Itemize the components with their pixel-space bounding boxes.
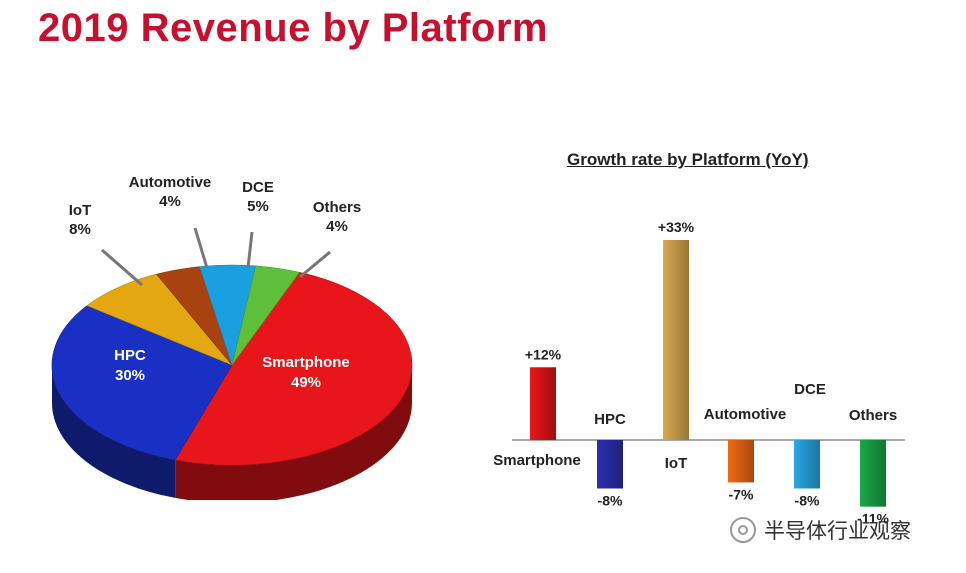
bar-value-iot: +33%	[658, 219, 695, 235]
bar-value-dce: -8%	[795, 492, 820, 508]
bar-category-others: Others	[849, 407, 897, 424]
pie-slice-hpc	[51, 305, 233, 461]
bar-smartphone	[530, 367, 556, 440]
pie-label-others: Others	[313, 199, 361, 216]
bar-value-smartphone: +12%	[525, 346, 562, 362]
bar-group-dce: -8% DCE	[794, 381, 826, 508]
bar-category-automotive: Automotive	[704, 406, 787, 423]
growth-chart-title: Growth rate by Platform (YoY)	[567, 150, 809, 169]
growth-bar-chart: +12% Smartphone -8% HPC +33% IoT -7% Automotive…	[493, 219, 905, 527]
bar-category-dce: DCE	[794, 381, 826, 398]
bar-others	[860, 440, 886, 507]
pie-labels: Smartphone 49% HPC 30% IoT 8% Automotive 4% DCE 5…	[69, 174, 361, 391]
pie-slice-others	[231, 265, 300, 366]
pie-leader-automotive	[193, 227, 209, 269]
watermark: 半导体行业观察	[730, 515, 911, 545]
watermark-text: 半导体行业观察	[764, 519, 911, 543]
pie-label-iot: IoT	[69, 202, 92, 219]
pie-side-hpc	[52, 365, 176, 498]
bar-group-hpc: -8% HPC	[594, 411, 626, 508]
revenue-pie-chart: Smartphone 49% HPC 30% IoT 8% Automotive 4% DCE 5…	[51, 174, 413, 500]
bar-group-others: -11% Others	[849, 407, 897, 527]
pie-leader-others	[299, 250, 331, 279]
pie-label-smartphone: Smartphone	[262, 354, 350, 371]
bar-group-smartphone: +12% Smartphone	[493, 346, 581, 469]
bar-value-others: -11%	[857, 511, 889, 527]
bar-category-hpc: HPC	[594, 411, 626, 428]
bar-value-hpc: -8%	[598, 492, 623, 508]
page-title: 2019 Revenue by Platform	[38, 6, 548, 50]
pie-label-dce: DCE	[242, 179, 274, 196]
pie-leader-iot	[101, 248, 143, 287]
pie-slice-iot	[86, 273, 233, 366]
pie-value-others: 4%	[326, 218, 348, 235]
bar-category-smartphone: Smartphone	[493, 452, 581, 469]
wechat-icon	[730, 517, 756, 543]
bar-group-automotive: -7% Automotive	[704, 406, 787, 502]
pie-label-automotive: Automotive	[129, 174, 212, 191]
pie-value-iot: 8%	[69, 221, 91, 238]
pie-slices	[51, 264, 413, 466]
pie-value-hpc: 30%	[115, 367, 145, 384]
bar-automotive	[728, 440, 754, 483]
bar-value-automotive: -7%	[729, 486, 754, 502]
bar-group-iot: +33% IoT	[658, 219, 695, 472]
pie-slice-smartphone	[174, 271, 413, 466]
pie-value-automotive: 4%	[159, 193, 181, 210]
pie-value-dce: 5%	[247, 198, 269, 215]
pie-leader-dce	[246, 231, 254, 269]
pie-value-smartphone: 49%	[291, 374, 321, 391]
bar-hpc	[597, 440, 623, 489]
pie-side-walls	[52, 365, 412, 500]
pie-side-smartphone	[175, 365, 412, 500]
bar-category-iot: IoT	[665, 455, 688, 472]
pie-label-hpc: HPC	[114, 347, 146, 364]
bar-iot	[663, 240, 689, 440]
bar-dce	[794, 440, 820, 489]
